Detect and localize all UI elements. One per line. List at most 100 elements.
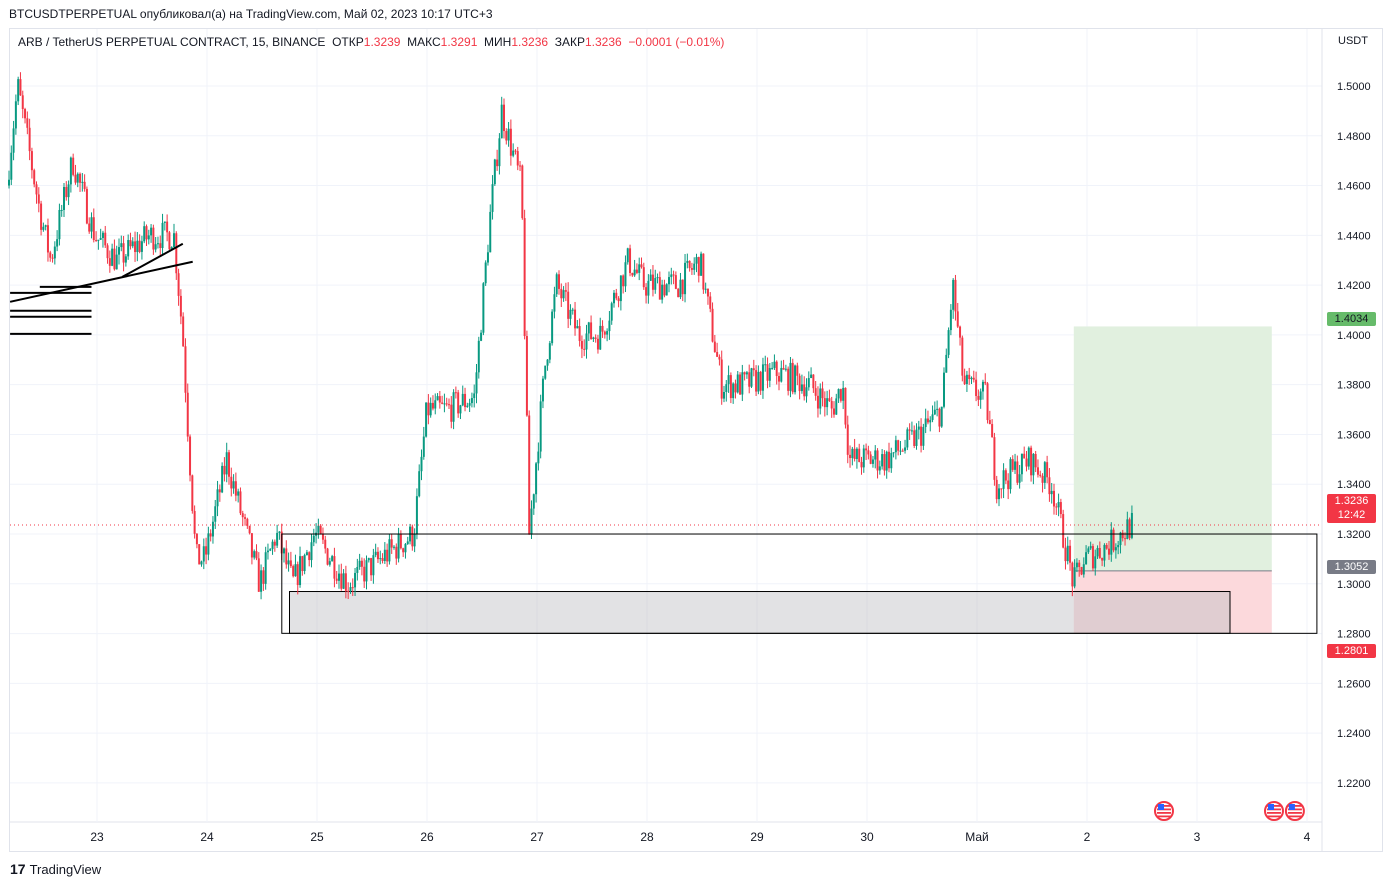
candle-body bbox=[672, 274, 675, 276]
candles bbox=[8, 72, 1133, 600]
candle-body bbox=[184, 346, 187, 393]
candle-body bbox=[1053, 490, 1055, 507]
candle-body bbox=[768, 368, 771, 381]
x-tick-label: 26 bbox=[420, 830, 434, 844]
price-unit[interactable]: USDT bbox=[1338, 35, 1368, 47]
candle-body bbox=[104, 232, 107, 246]
us-flag-event-icon[interactable] bbox=[1264, 801, 1284, 821]
symbol-name[interactable]: ARB / TetherUS PERPETUAL CONTRACT, 15, B… bbox=[18, 35, 326, 49]
candle-body bbox=[539, 401, 542, 452]
candle-body bbox=[647, 280, 650, 296]
y-tick-label: 1.2400 bbox=[1337, 728, 1371, 740]
candle-body bbox=[177, 273, 180, 296]
candle-body bbox=[642, 267, 645, 288]
candle-body bbox=[53, 246, 56, 259]
candle-body bbox=[218, 489, 221, 493]
candle-body bbox=[461, 393, 464, 406]
candle-body bbox=[127, 240, 130, 257]
candle-body bbox=[991, 424, 994, 438]
candle-body bbox=[505, 131, 508, 141]
candle-body bbox=[1073, 567, 1076, 587]
candle-body bbox=[695, 257, 698, 264]
x-tick-label: 23 bbox=[90, 830, 104, 844]
candle-body bbox=[532, 494, 535, 509]
candle-body bbox=[370, 558, 373, 576]
candle-body bbox=[40, 203, 43, 230]
candle-body bbox=[949, 309, 952, 331]
candle-body bbox=[452, 392, 455, 422]
candle-body bbox=[544, 365, 547, 379]
candle-body bbox=[686, 260, 689, 263]
candle-body bbox=[933, 409, 936, 415]
candle-body bbox=[202, 546, 205, 562]
candle-body bbox=[1027, 447, 1030, 467]
us-flag-event-icon[interactable] bbox=[1284, 801, 1305, 821]
flag-canton bbox=[1268, 804, 1274, 810]
candle-body bbox=[342, 573, 345, 589]
candle-body bbox=[713, 341, 716, 353]
candle-body bbox=[601, 325, 604, 332]
candle-body bbox=[952, 279, 955, 310]
candle-body bbox=[956, 311, 959, 327]
stop-price-tag: 1.2801 bbox=[1327, 644, 1376, 658]
candle-body bbox=[626, 248, 629, 263]
candle-body bbox=[1096, 547, 1099, 557]
candle-body bbox=[1059, 502, 1062, 515]
candle-body bbox=[844, 387, 847, 425]
candle-body bbox=[1094, 556, 1097, 569]
y-tick-label: 1.2800 bbox=[1337, 629, 1371, 641]
candle-body bbox=[340, 573, 343, 589]
candle-body bbox=[138, 240, 141, 252]
tradingview-logo[interactable]: 17 TradingView bbox=[10, 861, 101, 877]
candle-body bbox=[399, 534, 402, 549]
us-flag-event-icon[interactable] bbox=[1154, 801, 1174, 821]
candle-body bbox=[1023, 453, 1026, 459]
change-value: −0.0001 (−0.01%) bbox=[628, 35, 725, 49]
candle-body bbox=[800, 384, 803, 392]
candle-body bbox=[12, 128, 15, 153]
x-tick-label: 28 bbox=[640, 830, 654, 844]
flag-stripe bbox=[1267, 815, 1281, 818]
candle-body bbox=[239, 491, 242, 514]
candle-body bbox=[633, 269, 636, 276]
candle-body bbox=[551, 311, 554, 344]
candle-body bbox=[228, 452, 230, 477]
candle-body bbox=[885, 451, 888, 471]
candle-body bbox=[30, 151, 33, 171]
candle-body bbox=[874, 450, 877, 460]
candle-body bbox=[855, 448, 858, 459]
candle-body bbox=[131, 241, 134, 247]
candle-body bbox=[787, 368, 790, 391]
candle-body bbox=[193, 510, 196, 534]
candle-body bbox=[894, 440, 897, 453]
candle-body bbox=[755, 370, 758, 392]
candle-body bbox=[173, 233, 175, 248]
candle-body bbox=[535, 463, 538, 495]
flag-stripe bbox=[1157, 812, 1171, 814]
candle-body bbox=[328, 561, 331, 565]
candle-body bbox=[1036, 467, 1039, 475]
candle-body bbox=[1000, 488, 1003, 490]
candle-body bbox=[147, 235, 150, 240]
candle-body bbox=[33, 170, 36, 185]
candle-body bbox=[631, 272, 634, 276]
candle-body bbox=[415, 496, 418, 535]
candle-body bbox=[500, 104, 503, 139]
candle-body bbox=[260, 570, 263, 592]
candle-body bbox=[250, 533, 253, 558]
candle-body bbox=[681, 279, 684, 295]
candle-body bbox=[198, 544, 201, 565]
candle-body bbox=[706, 288, 709, 297]
candle-body bbox=[124, 256, 127, 263]
candle-body bbox=[58, 209, 61, 240]
candle-body bbox=[276, 532, 279, 546]
candle-body bbox=[1089, 546, 1092, 549]
candle-body bbox=[85, 188, 88, 224]
candle-body bbox=[1016, 461, 1019, 483]
y-tick-label: 1.4800 bbox=[1337, 131, 1371, 143]
y-tick-label: 1.3600 bbox=[1337, 429, 1371, 441]
candle-body bbox=[509, 128, 512, 156]
candle-body bbox=[21, 95, 24, 110]
candle-body bbox=[679, 279, 682, 298]
